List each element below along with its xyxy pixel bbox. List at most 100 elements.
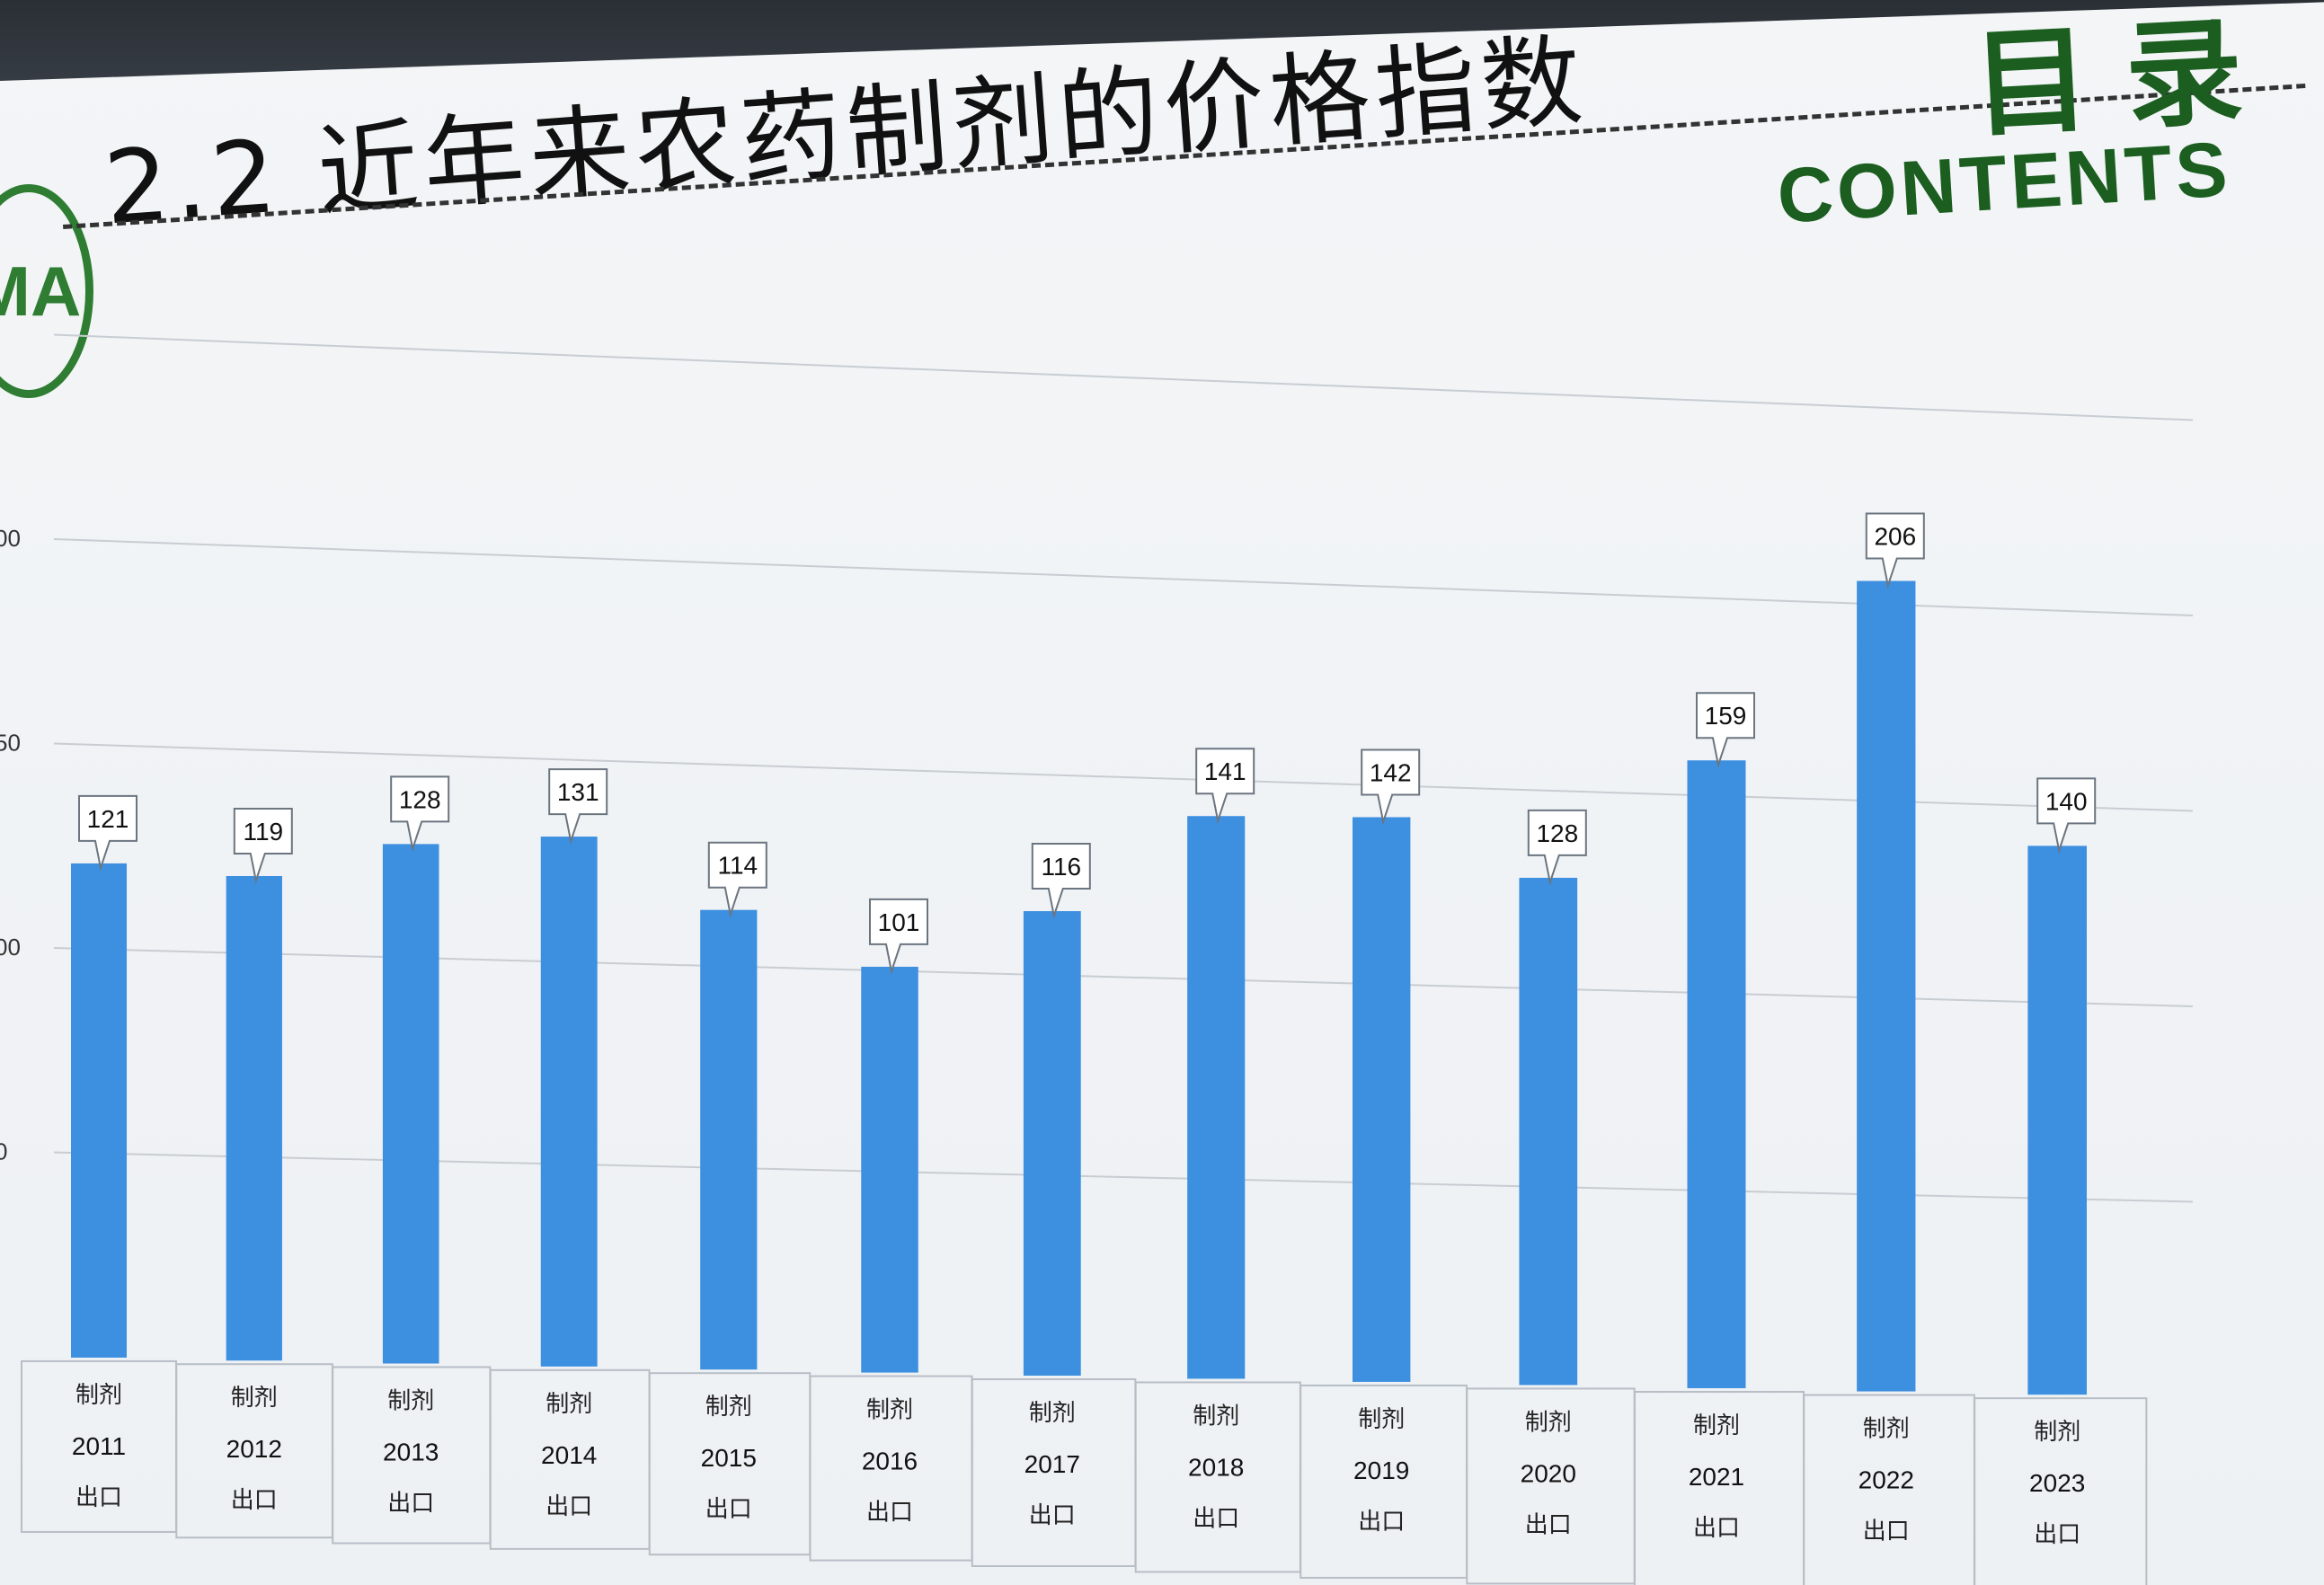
category-label-line1: 制剂 xyxy=(1525,1409,1572,1436)
data-label-text: 206 xyxy=(1874,523,1916,551)
data-label-2011: 121 xyxy=(78,794,137,872)
y-tick-label: 50 xyxy=(0,730,21,757)
data-label-text: 128 xyxy=(1536,819,1578,847)
category-cell xyxy=(1974,1397,2148,1585)
category-label-year: 2018 xyxy=(1188,1453,1244,1481)
category-label-line1: 制剂 xyxy=(705,1394,752,1421)
data-label-box xyxy=(869,898,928,975)
data-label-2020: 128 xyxy=(1527,809,1587,886)
category-label-line1: 制剂 xyxy=(866,1397,913,1424)
data-label-box xyxy=(1527,809,1587,886)
category-label-line3: 出口 xyxy=(387,1491,434,1518)
category-label-year: 2019 xyxy=(1353,1457,1409,1484)
data-label-box xyxy=(390,775,450,853)
category-label-line1: 制剂 xyxy=(1193,1403,1239,1430)
bar-2020 xyxy=(1519,877,1578,1386)
category-label-year: 2015 xyxy=(701,1444,757,1472)
category-label-year: 2016 xyxy=(862,1448,918,1475)
gridline xyxy=(53,538,2194,616)
category-label-year: 2012 xyxy=(226,1435,282,1463)
data-label-box xyxy=(1031,843,1091,919)
data-label-text: 142 xyxy=(1370,758,1412,786)
data-label-box xyxy=(1865,512,1925,589)
data-label-text: 131 xyxy=(557,778,599,806)
data-label-text: 159 xyxy=(1705,702,1747,730)
category-label-year: 2022 xyxy=(1858,1466,1914,1494)
bar-2011 xyxy=(71,863,127,1358)
data-label-2013: 128 xyxy=(390,775,450,853)
data-labels: 121 119 128 131 114 101 116 141 142 128 159 206 140 xyxy=(78,512,2097,975)
category-label-line1: 制剂 xyxy=(2034,1419,2080,1446)
gridline xyxy=(53,333,2194,421)
bar-2017 xyxy=(1023,911,1081,1377)
data-label-2018: 141 xyxy=(1195,748,1255,825)
data-label-text: 121 xyxy=(87,805,129,833)
data-label-2019: 142 xyxy=(1361,748,1421,826)
data-label-box xyxy=(1361,748,1421,826)
data-label-2016: 101 xyxy=(869,898,928,975)
data-label-box xyxy=(78,794,137,872)
data-label-2012: 119 xyxy=(233,807,293,884)
category-label-line3: 出口 xyxy=(1863,1519,1910,1545)
category-label-year: 2014 xyxy=(541,1441,597,1469)
data-label-box xyxy=(548,768,608,845)
bar-2022 xyxy=(1857,580,1916,1392)
category-label-line1: 制剂 xyxy=(387,1388,434,1415)
data-label-text: 119 xyxy=(243,818,283,846)
bar-2015 xyxy=(700,909,758,1370)
category-label-line3: 出口 xyxy=(1693,1515,1740,1542)
category-label-year: 2021 xyxy=(1689,1463,1744,1491)
category-label-line3: 出口 xyxy=(1193,1505,1239,1532)
bar-2016 xyxy=(861,966,918,1373)
bar-2018 xyxy=(1187,816,1246,1379)
category-label-line3: 出口 xyxy=(1525,1511,1572,1538)
category-label-line1: 制剂 xyxy=(546,1391,592,1418)
data-label-2015: 114 xyxy=(707,841,767,918)
category-label-line1: 制剂 xyxy=(1693,1412,1740,1439)
category-label-line1: 制剂 xyxy=(231,1385,278,1412)
category-label-line3: 出口 xyxy=(866,1500,913,1527)
category-label-line3: 出口 xyxy=(231,1487,278,1514)
data-label-2014: 131 xyxy=(548,768,608,845)
data-label-2021: 159 xyxy=(1696,692,1755,769)
data-label-box xyxy=(707,841,767,918)
category-label-year: 2020 xyxy=(1521,1459,1576,1487)
bar-2019 xyxy=(1353,817,1411,1382)
category-label-year: 2013 xyxy=(383,1439,439,1466)
gridline xyxy=(53,742,2194,812)
data-label-box xyxy=(2036,777,2097,854)
logo-text: MA xyxy=(0,252,82,331)
data-label-text: 140 xyxy=(2045,787,2088,815)
category-label-line1: 制剂 xyxy=(1358,1406,1405,1433)
data-label-text: 114 xyxy=(717,852,758,880)
data-label-2022: 206 xyxy=(1865,512,1925,589)
category-label-year: 2017 xyxy=(1025,1450,1080,1478)
grid-lines xyxy=(53,333,2194,1203)
category-label-line3: 出口 xyxy=(2034,1521,2080,1548)
data-label-text: 116 xyxy=(1041,853,1081,881)
data-label-text: 128 xyxy=(399,785,441,813)
data-label-2023: 140 xyxy=(2036,777,2097,854)
bar-2021 xyxy=(1687,760,1746,1388)
y-tick-label: 00 xyxy=(0,934,21,961)
bar-2013 xyxy=(382,844,439,1364)
bar-2014 xyxy=(540,837,598,1367)
data-label-2017: 116 xyxy=(1031,843,1091,919)
bar-2023 xyxy=(2027,846,2087,1395)
category-label-line3: 出口 xyxy=(1358,1509,1405,1536)
category-label-line1: 制剂 xyxy=(75,1382,122,1409)
data-label-box xyxy=(233,807,293,884)
data-label-box xyxy=(1195,748,1255,825)
category-label-year: 2011 xyxy=(72,1432,126,1460)
category-table: 制剂 2011 出口 制剂 2012 出口 制剂 2013 出口 制剂 2014 出口 制剂 2015 出口… xyxy=(21,1359,2148,1585)
category-label-line1: 制剂 xyxy=(1029,1400,1076,1427)
y-tick-label: 0 xyxy=(0,1138,7,1165)
data-label-text: 141 xyxy=(1204,757,1246,785)
bars xyxy=(71,580,2087,1395)
category-label-line3: 出口 xyxy=(546,1493,592,1520)
category-label-line3: 出口 xyxy=(75,1484,122,1511)
data-label-box xyxy=(1696,692,1755,769)
